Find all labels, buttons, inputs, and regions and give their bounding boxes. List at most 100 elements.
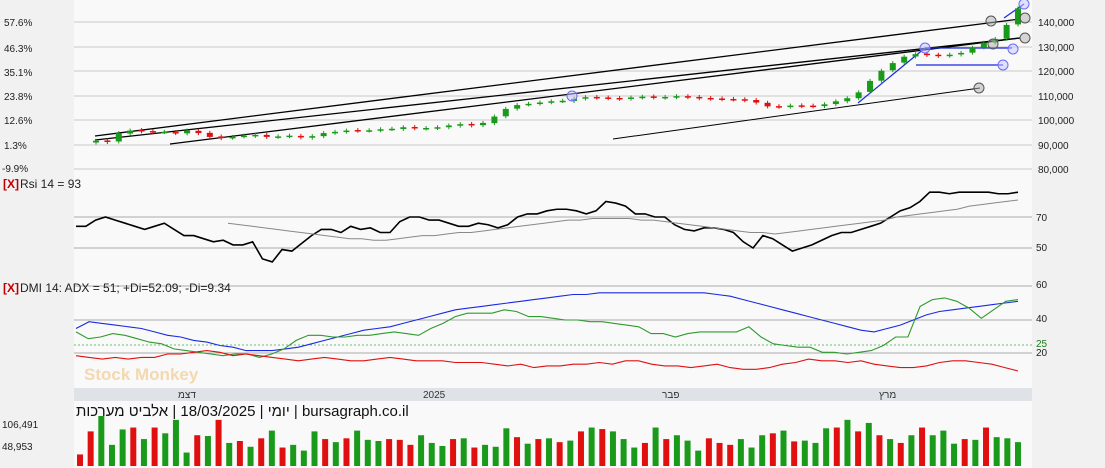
volume-bar [140, 439, 147, 466]
volume-tick: 106,491 [2, 420, 39, 431]
price-tick: 120,000 [1038, 67, 1075, 78]
candle [286, 135, 293, 138]
candle [104, 140, 111, 142]
volume-bar [396, 439, 403, 466]
candle [400, 127, 407, 130]
volume-bar [705, 438, 712, 466]
volume-bar [204, 436, 211, 466]
candle [593, 96, 600, 99]
candle [240, 135, 247, 138]
candle [753, 100, 760, 103]
volume-bar [386, 439, 393, 466]
volume-bar [620, 439, 627, 466]
dmi-lines [75, 292, 1019, 372]
rsi-close-button[interactable]: [X] [3, 177, 19, 191]
time-label: דצמ [178, 390, 196, 401]
volume-bar [514, 437, 521, 466]
volume-bar [961, 439, 968, 466]
volume-bar [599, 429, 606, 466]
candle [958, 52, 965, 55]
candle [297, 135, 304, 138]
channel-top-line [94, 18, 1021, 137]
candle [787, 105, 794, 108]
volume-bar [268, 430, 275, 466]
candle [741, 99, 748, 101]
gray-marker [973, 82, 985, 94]
candle [138, 130, 145, 132]
rsi-ma-line [227, 199, 1019, 241]
volume-bar [354, 430, 361, 466]
candle [161, 131, 168, 134]
volume-bar [823, 428, 830, 466]
candle [832, 101, 839, 105]
gray-marker [987, 38, 999, 50]
volume-bar [1004, 438, 1011, 466]
candle [548, 101, 555, 103]
candle [969, 47, 976, 53]
candle [684, 96, 691, 98]
volume-bar [737, 439, 744, 466]
volume-bar [748, 447, 755, 466]
candle [980, 42, 987, 48]
volume-bar [247, 446, 254, 466]
volume-bar [759, 435, 766, 466]
volume-bar [929, 435, 936, 466]
channel-line [169, 37, 1021, 145]
volume-bar [535, 439, 542, 466]
volume-bar [87, 431, 94, 466]
volume-bar [865, 422, 872, 466]
volume-bar [450, 439, 457, 466]
pct-tick: 23.8% [4, 92, 32, 103]
volume-bar [791, 441, 798, 466]
volume-bar [119, 429, 126, 466]
candle [923, 53, 930, 56]
volume-bar [418, 435, 425, 466]
pct-tick: -9.9% [2, 164, 28, 175]
candle [719, 98, 726, 100]
rsi-line [76, 191, 1019, 263]
candle [445, 125, 452, 128]
blue-marker [566, 90, 578, 102]
candle [901, 56, 908, 63]
candle [457, 124, 464, 126]
volume-bar [290, 444, 297, 466]
volume-bar [812, 442, 819, 466]
candle [525, 103, 532, 106]
candle [662, 96, 669, 99]
price-tick: 130,000 [1038, 43, 1075, 54]
candle [423, 128, 430, 130]
support-line [612, 87, 981, 140]
volume-bar [897, 442, 904, 466]
blue-marker [1007, 43, 1019, 55]
candle [366, 130, 373, 132]
minus-di-line [75, 350, 1019, 372]
volume-bar [279, 447, 286, 466]
candle [354, 130, 361, 132]
volume-bar [663, 439, 670, 466]
candle [798, 105, 805, 107]
volume-bar [183, 452, 190, 466]
candle [252, 134, 259, 137]
pct-tick: 57.6% [4, 18, 32, 29]
volume-bar [236, 441, 243, 466]
volume-bar [364, 439, 371, 466]
volume-bar [375, 441, 382, 466]
candle [775, 106, 782, 108]
candle [1015, 8, 1021, 25]
volume-bar [609, 431, 616, 466]
volume-bar [631, 447, 638, 466]
candle [673, 96, 680, 98]
candle [388, 128, 395, 131]
candle [810, 105, 817, 108]
candle [582, 97, 589, 99]
volume-bar [951, 443, 958, 466]
dmi-close-button[interactable]: [X] [3, 281, 19, 295]
blue-marker [1018, 0, 1030, 10]
volume-bar [332, 442, 339, 466]
volume-bar [311, 431, 318, 466]
volume-bar [727, 444, 734, 466]
volume-bar [577, 431, 584, 466]
volume-bar [972, 439, 979, 466]
time-label: פבר [662, 390, 679, 401]
price-tick: 110,000 [1038, 92, 1074, 103]
